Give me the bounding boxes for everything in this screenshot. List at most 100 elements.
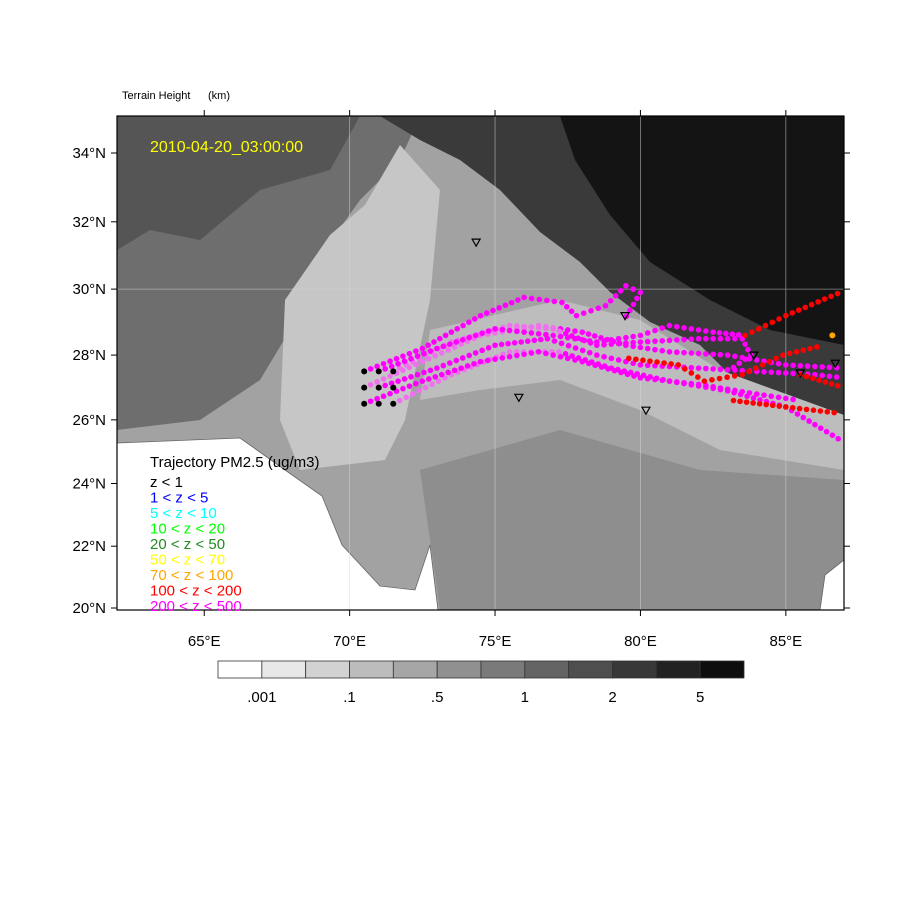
trajectory-point — [695, 381, 702, 388]
trajectory-point — [819, 364, 825, 370]
trajectory-point — [586, 349, 593, 356]
trajectory-point — [742, 341, 748, 347]
trajectory-point — [661, 360, 667, 366]
colorbar-label: 5 — [696, 689, 704, 706]
trajectory-point — [601, 338, 607, 344]
trajectory-point — [675, 362, 682, 368]
trajectory-legend: Trajectory PM2.5 (ug/m3) z < 11 < z < 55… — [150, 454, 320, 615]
trajectory-point — [828, 293, 834, 300]
trajectory-point — [652, 327, 658, 334]
lat-tick-label: 24°N — [72, 476, 106, 493]
trajectory-point — [406, 350, 413, 357]
trajectory-point — [659, 337, 666, 344]
trajectory-point — [750, 395, 757, 401]
trajectory-point — [666, 349, 673, 355]
source-points — [361, 368, 397, 407]
trajectory-point — [608, 337, 615, 343]
lon-tick-label: 75°E — [479, 633, 512, 650]
trajectory-point — [815, 299, 821, 305]
source-point — [375, 368, 382, 375]
trajectory-point — [659, 325, 666, 331]
trajectory-point — [783, 404, 789, 410]
trajectory-point — [735, 331, 742, 338]
trajectory-point — [742, 356, 748, 362]
trajectory-point — [499, 326, 506, 333]
colorbar-box — [349, 660, 394, 679]
trajectory-point — [585, 331, 592, 337]
trajectory-point — [803, 373, 810, 380]
trajectory-point — [753, 357, 760, 363]
title-left: Terrain Height — [122, 90, 190, 102]
station-triangle-icon — [619, 312, 631, 321]
trajectory-point — [673, 337, 680, 343]
terrain-indus-plain — [280, 145, 440, 470]
trajectory-point — [732, 335, 738, 342]
trajectory-point — [416, 388, 422, 394]
trajectory-point — [790, 370, 796, 377]
trajectory-point — [615, 357, 622, 363]
trajectory-point — [421, 369, 427, 376]
trajectory-point — [828, 381, 835, 387]
trajectory-point — [627, 307, 633, 314]
trajectory-point — [834, 290, 841, 297]
trajectory-point — [472, 350, 479, 356]
trajectory-point — [550, 352, 556, 358]
trajectory-point — [709, 377, 715, 383]
trajectory-point — [414, 353, 421, 359]
trajectory-point — [601, 341, 607, 348]
trajectory-point — [750, 400, 756, 406]
trajectory-point — [396, 365, 403, 371]
trajectory-point — [568, 308, 575, 315]
trajectory-point — [802, 304, 809, 311]
trajectory-point — [637, 289, 644, 296]
trajectory-point — [834, 382, 841, 389]
trajectory-point — [382, 366, 388, 372]
trajectory-point — [387, 390, 393, 397]
trajectory-point — [557, 353, 564, 360]
trajectory-point — [808, 301, 815, 308]
trajectory-point — [565, 342, 572, 349]
trajectory-point — [666, 378, 673, 384]
trajectory-point — [440, 343, 447, 350]
trajectory-point — [580, 310, 587, 316]
trajectory-point — [716, 330, 723, 336]
trajectory-point — [806, 418, 812, 424]
trajectory-point — [472, 332, 479, 339]
trajectory-point — [498, 341, 505, 348]
legend-item: 5 < z < 10 — [150, 505, 217, 522]
trajectory-point — [786, 350, 793, 357]
trajectory-point — [585, 360, 592, 367]
lat-tick-label: 26°N — [72, 412, 106, 429]
trajectory-point — [395, 378, 401, 384]
trajectory-point — [659, 347, 666, 354]
trajectory-point — [427, 348, 434, 354]
station-triangle-icon — [513, 393, 524, 403]
source-point — [361, 368, 368, 375]
trajectory-point — [367, 398, 374, 405]
trajectory-point — [514, 323, 520, 329]
trajectory-point — [618, 369, 624, 376]
trajectory-point — [438, 350, 445, 356]
trajectory-point — [800, 414, 807, 421]
lon-tick-label: 70°E — [333, 633, 366, 650]
trajectory-point — [659, 377, 666, 384]
trajectory-point — [710, 351, 716, 358]
trajectory-point — [413, 380, 419, 387]
trajectory-point — [637, 339, 644, 345]
trajectory-point — [387, 373, 393, 379]
trajectory-point — [592, 362, 599, 369]
trajectory-point — [454, 326, 461, 332]
trajectory-point — [673, 349, 680, 356]
trajectory-point — [833, 374, 840, 380]
trajectory-point — [505, 340, 511, 347]
colorbar-box — [524, 660, 570, 679]
trajectory-point — [630, 286, 636, 292]
trajectory-point — [831, 409, 837, 416]
trajectory-point — [440, 362, 447, 369]
trajectory-point — [496, 305, 502, 311]
trajectory-point — [521, 351, 527, 358]
trajectory-point — [623, 334, 629, 341]
trajectory-point — [508, 299, 515, 306]
trajectory-point — [768, 393, 775, 400]
trajectory-point — [451, 367, 458, 374]
